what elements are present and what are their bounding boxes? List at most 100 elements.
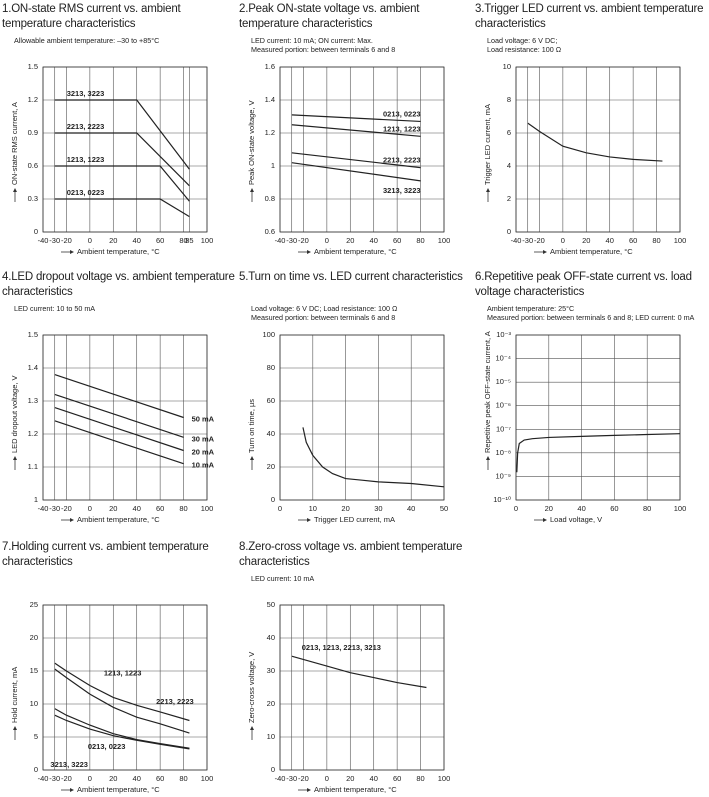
x-tick-label: 60 [393, 774, 401, 783]
chart: 1 1.1 1.2 1.3 1.4 1.5 -40 -30 -20 0 20 40 60 80 100 Amb… [10, 330, 215, 524]
chart-note: Load resistance: 100 Ω [487, 45, 562, 54]
chart-title: 2.Peak ON-state voltage vs. ambient temp… [239, 3, 420, 30]
x-tick-label: 100 [201, 236, 214, 245]
arrow-head [307, 788, 311, 792]
series-label: 0213, 0223 [67, 188, 105, 197]
y-axis-label: Repetitive peak OFF-state current, A [483, 331, 492, 453]
y-tick-label: 4 [507, 161, 511, 170]
x-tick-label: 30 [374, 504, 382, 513]
x-tick-label: -40 [38, 236, 49, 245]
x-tick-label: 60 [156, 774, 164, 783]
x-tick-label: 40 [133, 236, 141, 245]
chart-note: Load voltage: 6 V DC; [487, 36, 558, 45]
x-tick-label: 20 [109, 236, 117, 245]
x-tick-label: 100 [438, 774, 451, 783]
x-tick-label: 40 [370, 774, 378, 783]
y-tick-label: 0.9 [28, 128, 38, 137]
x-axis-label: Load voltage, V [550, 515, 602, 524]
chart-panel: 5.Turn on time vs. LED current character… [237, 268, 473, 526]
chart-note: LED current: 10 mA; ON current: Max. [251, 36, 373, 45]
arrow-head [70, 518, 74, 522]
chart: 0 20 40 60 80 100 0 10 20 30 40 50 Trigger LED curre… [247, 330, 448, 524]
data-line [291, 152, 421, 169]
y-tick-label: 1.2 [28, 95, 38, 104]
series-label: 3213, 3223 [383, 186, 421, 195]
y-tick-label: 0 [507, 227, 511, 236]
data-line [291, 114, 421, 123]
series-label: 1213, 1223 [104, 669, 142, 678]
series-label: 3213, 3223 [67, 89, 105, 98]
chart-title: 8.Zero-cross voltage vs. ambient tempera… [239, 541, 463, 568]
chart-note: LED current: 10 mA [251, 574, 315, 583]
x-tick-label: 10 [309, 504, 317, 513]
chart: 0 10 20 30 40 50 -40 -30 -20 0 20 40 60 80 100 Ambient … [247, 600, 451, 794]
x-tick-label: -40 [511, 236, 522, 245]
x-tick-label: 80 [652, 236, 660, 245]
x-tick-label: -40 [275, 774, 286, 783]
y-tick-label: 10⁻⁹ [495, 471, 511, 480]
x-tick-label: 100 [674, 236, 687, 245]
x-tick-label: 20 [346, 774, 354, 783]
y-tick-label: 6 [507, 128, 511, 137]
y-tick-label: 1.3 [28, 396, 38, 405]
x-tick-label: 20 [582, 236, 590, 245]
arrow-head [13, 456, 17, 460]
y-tick-label: 0.6 [265, 227, 275, 236]
y-tick-label: 1.5 [28, 330, 38, 339]
y-tick-label: 100 [262, 330, 275, 339]
series-label: 2213, 2223 [156, 697, 194, 706]
y-tick-label: 1.4 [28, 363, 38, 372]
y-axis-label: Hold current, mA [10, 667, 19, 723]
x-tick-label: 0 [514, 504, 518, 513]
x-tick-label: -30 [49, 504, 60, 513]
chart-title: 3.Trigger LED current vs. ambient temper… [475, 3, 704, 30]
chart-title: 4.LED dropout voltage vs. ambient temper… [2, 271, 235, 298]
chart-title: 1.ON-state RMS current vs. ambient tempe… [2, 3, 181, 30]
arrow-head [13, 726, 17, 730]
data-line [54, 407, 184, 452]
plot-frame [279, 66, 445, 233]
x-tick-label: 100 [201, 504, 214, 513]
data-line [291, 124, 421, 137]
x-tick-label: 40 [370, 236, 378, 245]
x-axis-label: Ambient temperature, °C [550, 247, 633, 256]
x-tick-label: 50 [440, 504, 448, 513]
chart-panel: 3.Trigger LED current vs. ambient temper… [473, 0, 709, 258]
plot-frame [42, 66, 208, 233]
y-tick-label: 10 [503, 62, 511, 71]
chart-title: 5.Turn on time vs. LED current character… [239, 271, 463, 283]
y-tick-label: 0.8 [265, 194, 275, 203]
x-tick-label: 80 [416, 774, 424, 783]
data-line [54, 662, 190, 722]
y-tick-label: 1 [34, 495, 38, 504]
y-tick-label: 1 [271, 161, 275, 170]
plot-frame [279, 604, 445, 771]
x-tick-label: 85 [185, 236, 193, 245]
y-tick-label: 1.1 [28, 462, 38, 471]
y-tick-label: 2 [507, 194, 511, 203]
y-tick-label: 0 [34, 765, 38, 774]
y-axis-label: ON-state RMS current, A [10, 102, 19, 185]
y-tick-label: 1.2 [265, 128, 275, 137]
chart-note: Measured portion: between terminals 6 an… [251, 45, 396, 54]
y-tick-label: 1.5 [28, 62, 38, 71]
x-tick-label: -30 [49, 236, 60, 245]
x-tick-label: -20 [61, 774, 72, 783]
arrow-head [486, 188, 490, 192]
y-tick-label: 10⁻⁶ [496, 401, 511, 410]
x-tick-label: 40 [407, 504, 415, 513]
series-label: 10 mA [192, 461, 215, 470]
x-tick-label: -20 [298, 236, 309, 245]
arrow-head [486, 456, 490, 460]
plot-frame [279, 334, 445, 501]
chart-panel: 1.ON-state RMS current vs. ambient tempe… [0, 0, 236, 258]
x-tick-label: 60 [610, 504, 618, 513]
y-tick-label: 15 [30, 666, 38, 675]
y-tick-label: 0.3 [28, 194, 38, 203]
x-tick-label: 0 [88, 504, 92, 513]
chart-panel: 8.Zero-cross voltage vs. ambient tempera… [237, 538, 473, 796]
y-tick-label: 10⁻³ [496, 330, 511, 339]
x-tick-label: 20 [109, 504, 117, 513]
arrow-head [70, 788, 74, 792]
x-axis-label: Trigger LED current, mA [314, 515, 395, 524]
